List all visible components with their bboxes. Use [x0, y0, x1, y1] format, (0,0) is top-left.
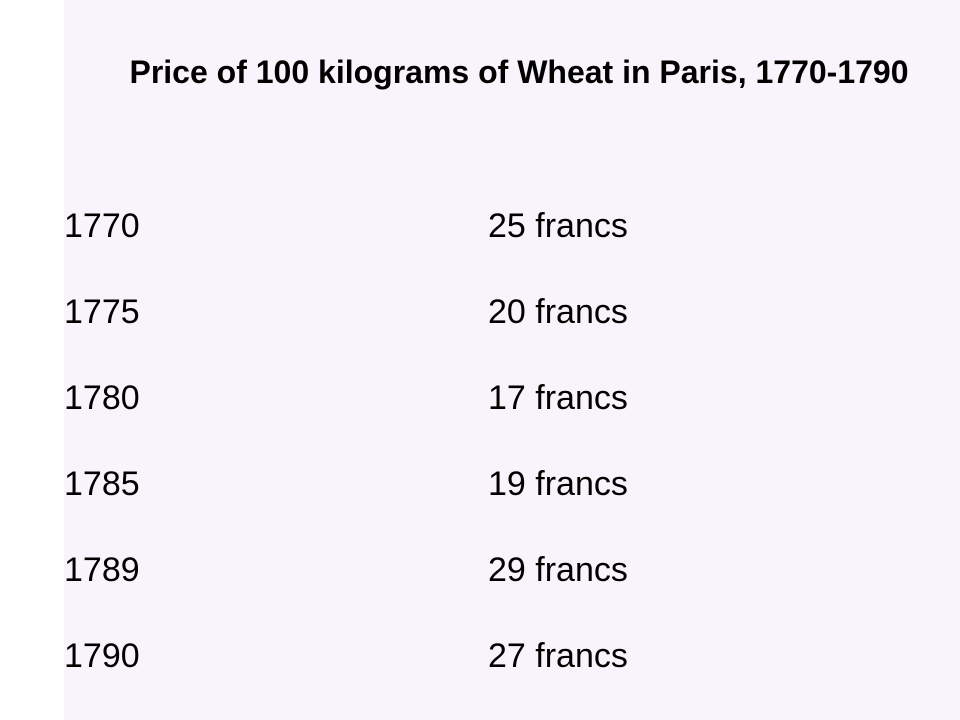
table-row: 1785 19 francs — [64, 458, 960, 544]
year-cell: 1775 — [64, 293, 140, 331]
year-cell: 1785 — [64, 465, 140, 503]
year-cell: 1789 — [64, 551, 140, 589]
table-row: 1770 25 francs — [64, 200, 960, 286]
chart-title: Price of 100 kilograms of Wheat in Paris… — [129, 54, 909, 90]
price-table: 1770 25 francs 1775 20 francs 1780 17 francs 1… — [64, 200, 960, 716]
price-cell: 27 francs — [488, 637, 628, 675]
slide: Price of 100 kilograms of Wheat in Paris… — [64, 0, 960, 720]
price-cell: 17 francs — [488, 379, 628, 417]
price-cell: 19 francs — [488, 465, 628, 503]
price-cell: 25 francs — [488, 207, 628, 245]
year-cell: 1780 — [64, 379, 140, 417]
table-row: 1790 27 francs — [64, 630, 960, 716]
table-row: 1775 20 francs — [64, 286, 960, 372]
table-row: 1789 29 francs — [64, 544, 960, 630]
year-cell: 1790 — [64, 637, 140, 675]
table-row: 1780 17 francs — [64, 372, 960, 458]
price-cell: 20 francs — [488, 293, 628, 331]
year-cell: 1770 — [64, 207, 140, 245]
price-cell: 29 francs — [488, 551, 628, 589]
